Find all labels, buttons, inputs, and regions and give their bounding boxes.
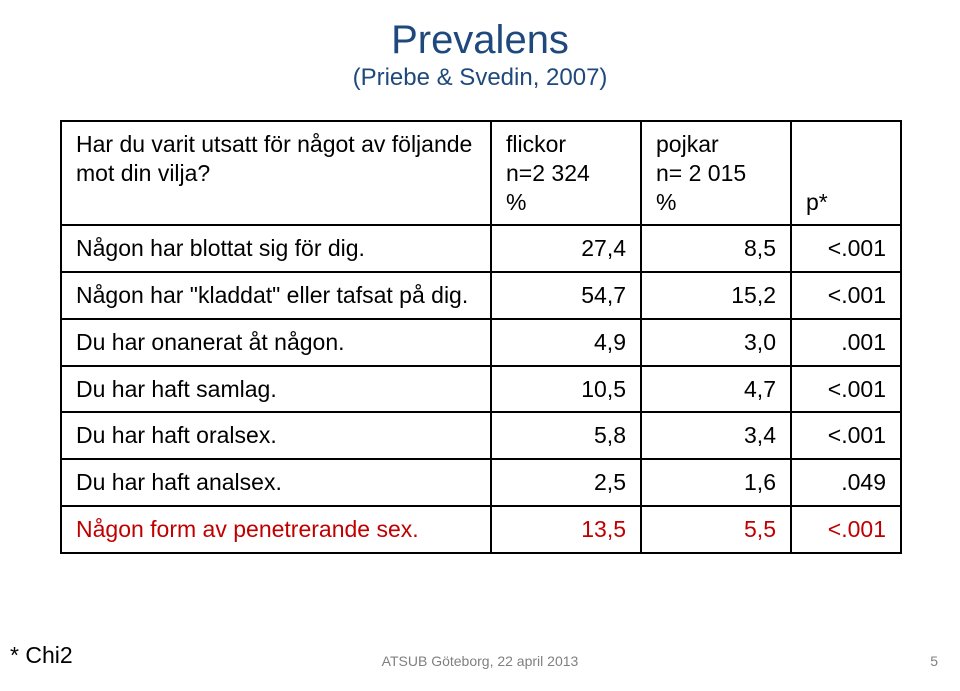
row-label: Du har haft oralsex.	[61, 412, 491, 459]
row-value-boys: 3,0	[641, 319, 791, 366]
row-label: Någon har blottat sig för dig.	[61, 225, 491, 272]
row-value-p: <.001	[791, 225, 901, 272]
row-value-girls: 13,5	[491, 506, 641, 553]
row-value-p: <.001	[791, 506, 901, 553]
table-header-boys: pojkarn= 2 015%	[641, 121, 791, 225]
row-label: Någon har "kladdat" eller tafsat på dig.	[61, 272, 491, 319]
row-value-girls: 54,7	[491, 272, 641, 319]
row-label: Du har haft samlag.	[61, 366, 491, 413]
table-row: Någon har blottat sig för dig.27,48,5<.0…	[61, 225, 901, 272]
row-label: Du har onanerat åt någon.	[61, 319, 491, 366]
row-label: Någon form av penetrerande sex.	[61, 506, 491, 553]
slide: Prevalens (Priebe & Svedin, 2007) Har du…	[0, 0, 960, 691]
row-value-boys: 1,6	[641, 459, 791, 506]
row-value-boys: 5,5	[641, 506, 791, 553]
table-row: Du har haft analsex.2,51,6.049	[61, 459, 901, 506]
row-value-girls: 5,8	[491, 412, 641, 459]
table-row: Någon har "kladdat" eller tafsat på dig.…	[61, 272, 901, 319]
row-value-p: .001	[791, 319, 901, 366]
row-value-girls: 27,4	[491, 225, 641, 272]
row-value-p: <.001	[791, 272, 901, 319]
row-label: Du har haft analsex.	[61, 459, 491, 506]
footer-text: ATSUB Göteborg, 22 april 2013	[0, 653, 960, 669]
row-value-girls: 2,5	[491, 459, 641, 506]
table-header-question: Har du varit utsatt för något av följand…	[61, 121, 491, 225]
row-value-boys: 3,4	[641, 412, 791, 459]
row-value-boys: 15,2	[641, 272, 791, 319]
prevalence-table: Har du varit utsatt för något av följand…	[60, 120, 902, 554]
row-value-girls: 10,5	[491, 366, 641, 413]
table-row: Du har onanerat åt någon.4,93,0.001	[61, 319, 901, 366]
footer-page-number: 5	[930, 653, 938, 669]
table-row: Någon form av penetrerande sex.13,55,5<.…	[61, 506, 901, 553]
page-subtitle: (Priebe & Svedin, 2007)	[60, 64, 900, 92]
row-value-p: <.001	[791, 412, 901, 459]
table-row: Du har haft oralsex.5,83,4<.001	[61, 412, 901, 459]
row-value-girls: 4,9	[491, 319, 641, 366]
page-title: Prevalens	[60, 18, 900, 62]
table-row: Du har haft samlag.10,54,7<.001	[61, 366, 901, 413]
table-header-girls: flickorn=2 324%	[491, 121, 641, 225]
row-value-p: <.001	[791, 366, 901, 413]
row-value-boys: 4,7	[641, 366, 791, 413]
row-value-boys: 8,5	[641, 225, 791, 272]
row-value-p: .049	[791, 459, 901, 506]
table-header-p: p*	[791, 121, 901, 225]
